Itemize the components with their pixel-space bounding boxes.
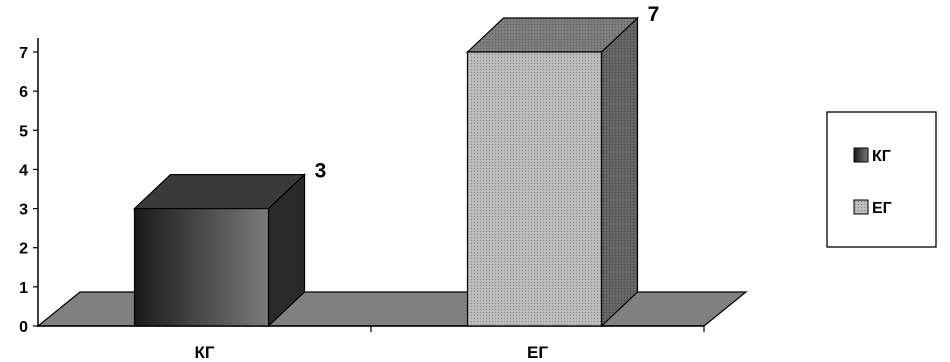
- y-tick-label: 5: [19, 123, 28, 140]
- y-tick-label: 1: [19, 280, 28, 297]
- legend-swatch-eg: [853, 199, 869, 215]
- y-tick-label: 6: [19, 84, 28, 101]
- data-label-0: 3: [315, 160, 327, 183]
- x-tick-label-1: ЕГ: [527, 343, 548, 362]
- bar-0: [133, 207, 270, 327]
- y-tick-label: 3: [19, 202, 28, 219]
- bar-1: [466, 51, 603, 327]
- x-tick-label-0: КГ: [194, 343, 214, 362]
- legend-swatch-kg: [853, 147, 869, 163]
- legend-box: [826, 111, 937, 248]
- y-tick-label: 0: [19, 319, 28, 336]
- legend: КГ ЕГ: [826, 111, 937, 248]
- legend-label-eg: ЕГ: [872, 200, 892, 217]
- legend-label-kg: КГ: [872, 148, 891, 165]
- y-tick-label: 2: [19, 241, 28, 258]
- y-tick-label: 4: [19, 162, 28, 179]
- bar-side-1: [600, 16, 639, 328]
- data-label-1: 7: [648, 3, 660, 26]
- y-tick-label: 7: [19, 45, 28, 62]
